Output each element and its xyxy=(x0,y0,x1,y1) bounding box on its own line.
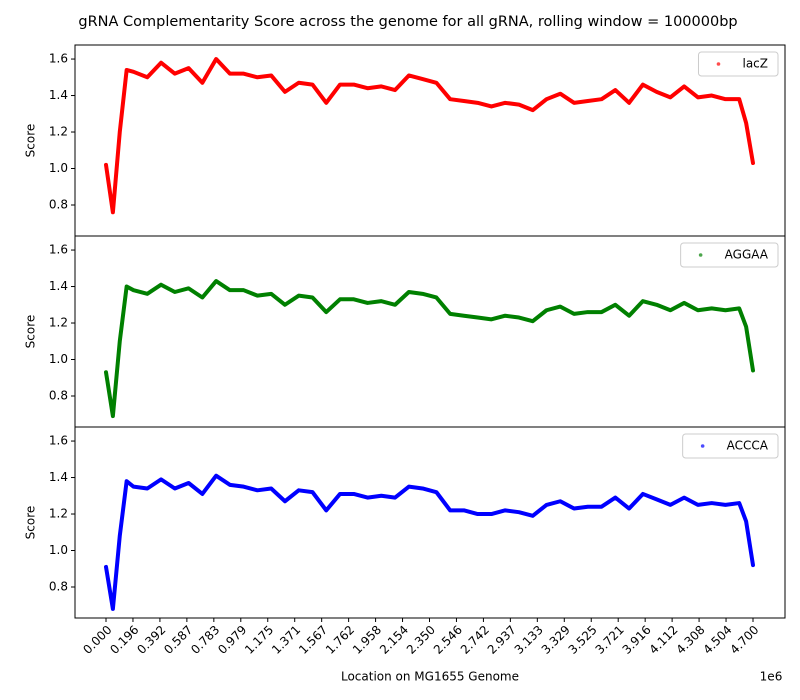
legend-label: ACCCA xyxy=(727,439,769,453)
x-tick-label: 0.783 xyxy=(188,623,222,657)
y-tick-label: 1.2 xyxy=(49,507,68,521)
y-tick-label: 1.2 xyxy=(49,125,68,139)
y-axis-label: Score xyxy=(24,124,38,158)
series-line xyxy=(104,57,755,215)
y-tick-label: 0.8 xyxy=(49,197,68,211)
legend-marker xyxy=(716,62,721,66)
axes-frame xyxy=(74,426,786,619)
y-tick-label: 1.0 xyxy=(49,543,68,557)
legend-box xyxy=(697,51,779,77)
x-tick-label: 1.567 xyxy=(296,623,330,657)
x-tick-label: 0.587 xyxy=(161,623,195,657)
y-tick-label: 0.8 xyxy=(49,579,68,593)
x-tick-label: 3.329 xyxy=(539,623,573,657)
x-tick-label: 3.721 xyxy=(593,623,627,657)
plot-area xyxy=(104,279,755,419)
x-offset-label: 1e6 xyxy=(760,670,783,684)
x-tick-label: 2.350 xyxy=(404,623,438,657)
y-axis-label: Score xyxy=(24,315,38,349)
legend-marker xyxy=(698,253,703,257)
y-axis-label: Score xyxy=(24,506,38,540)
x-tick-label: 0.196 xyxy=(107,623,141,657)
x-tick-label: 0.000 xyxy=(80,623,114,657)
series-line xyxy=(104,279,755,419)
x-tick-label: 4.700 xyxy=(727,623,761,657)
axes-frame xyxy=(74,44,786,237)
x-tick-label: 2.742 xyxy=(458,623,492,657)
y-tick-label: 1.4 xyxy=(49,279,68,293)
x-tick-label: 1.371 xyxy=(269,623,303,657)
y-tick-label: 1.0 xyxy=(49,352,68,366)
x-tick-label: 3.133 xyxy=(512,623,546,657)
legend-box xyxy=(682,433,779,459)
x-tick-label: 4.112 xyxy=(647,623,681,657)
y-tick-label: 1.4 xyxy=(49,88,68,102)
y-tick-label: 1.0 xyxy=(49,161,68,175)
legend-label: AGGAA xyxy=(725,248,769,262)
plot-area xyxy=(104,473,755,611)
chart-title: gRNA Complementarity Score across the ge… xyxy=(78,14,737,30)
y-tick-label: 1.6 xyxy=(49,243,68,257)
legend-marker xyxy=(700,444,705,448)
series-line xyxy=(104,473,755,611)
x-tick-label: 2.546 xyxy=(431,623,465,657)
legend-box xyxy=(680,242,779,268)
x-tick-label: 4.308 xyxy=(673,623,707,657)
x-tick-label: 3.525 xyxy=(566,623,600,657)
x-tick-label: 1.175 xyxy=(242,623,276,657)
y-tick-label: 1.2 xyxy=(49,316,68,330)
x-tick-label: 1.958 xyxy=(350,623,384,657)
x-tick-label: 3.916 xyxy=(620,623,654,657)
x-tick-label: 2.937 xyxy=(485,623,519,657)
x-tick-label: 0.392 xyxy=(134,623,168,657)
axes-frame xyxy=(74,235,786,428)
x-tick-label: 4.504 xyxy=(700,623,734,657)
y-tick-label: 0.8 xyxy=(49,388,68,402)
y-tick-label: 1.6 xyxy=(49,434,68,448)
x-tick-label: 2.154 xyxy=(377,623,411,657)
x-tick-label: 1.762 xyxy=(323,623,357,657)
plot-area xyxy=(104,57,755,215)
x-axis-label: Location on MG1655 Genome xyxy=(341,670,519,684)
y-tick-label: 1.6 xyxy=(49,52,68,66)
legend-label: lacZ xyxy=(742,57,768,71)
y-tick-label: 1.4 xyxy=(49,470,68,484)
x-tick-label: 0.979 xyxy=(215,623,249,657)
